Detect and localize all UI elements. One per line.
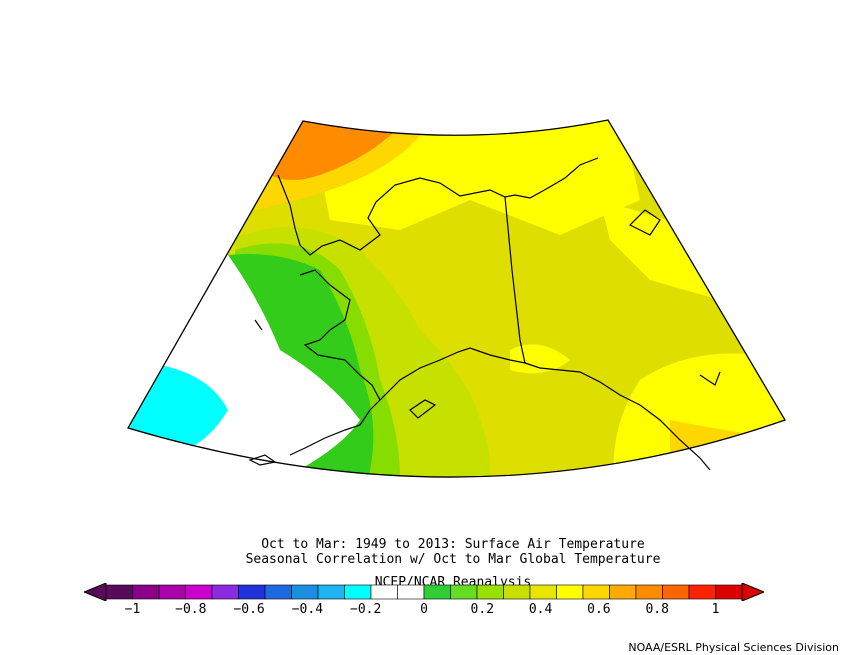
colorbar-swatch [423, 584, 451, 600]
colorbar-swatch [158, 584, 186, 600]
colorbar-swatch [185, 584, 213, 600]
colorbar-swatch [238, 584, 266, 600]
colorbar-tick-label: −0.4 [291, 602, 324, 617]
colorbar-tick-label: 1 [711, 602, 720, 617]
colorbar-swatch [450, 584, 478, 600]
colorbar-arrow-right [741, 583, 764, 601]
colorbar-arrow-left [84, 583, 107, 601]
colorbar-tick-label: 0.4 [528, 602, 553, 617]
island-1 [628, 209, 661, 236]
colorbar-swatch [211, 584, 239, 600]
island-4 [254, 319, 263, 331]
island-3 [409, 399, 437, 419]
colorbar-swatch [688, 584, 716, 600]
colorbar-swatch [291, 584, 319, 600]
colorbar-tick-label: 0.2 [470, 602, 495, 617]
field-yellow-patch [510, 344, 570, 374]
colorbar-swatch [582, 584, 610, 600]
field-gold-southeast [670, 420, 785, 478]
colorbar-swatch [476, 584, 504, 600]
colorbar-swatch [317, 584, 345, 600]
colorbar-swatch [609, 584, 637, 600]
coastlines [248, 157, 721, 471]
colorbar-swatch [715, 584, 743, 600]
north-coast [277, 157, 599, 256]
caption-title: Oct to Mar: 1949 to 2013: Surface Air Te… [261, 537, 645, 552]
colorbar-swatch [635, 584, 663, 600]
island-5 [699, 371, 721, 386]
colorbar-swatch [503, 584, 531, 600]
south-coast [379, 347, 711, 471]
colorbar-tick-label: −0.8 [175, 602, 207, 617]
west-coast [289, 269, 381, 456]
colorbar-swatch [662, 584, 690, 600]
colorbar-swatch [132, 584, 160, 600]
colorbar-tick-label: 0.8 [645, 602, 669, 617]
colorbar-tick-label: 0 [420, 602, 428, 617]
field-orange-north [270, 120, 420, 180]
map-border [127, 119, 786, 478]
colorbar-swatch [397, 584, 425, 600]
colorbar-swatch [370, 584, 398, 600]
colorbar-swatch [105, 584, 133, 600]
colorbar-swatch [529, 584, 557, 600]
colorbar-swatch [264, 584, 292, 600]
correlation-field [128, 120, 785, 478]
footer-credit: NOAA/ESRL Physical Sciences Division [628, 641, 839, 654]
colorbar [84, 583, 764, 601]
caption-subtitle: Seasonal Correlation w/ Oct to Mar Globa… [245, 552, 661, 567]
colorbar-tick-label: −1 [124, 602, 141, 617]
colorbar-swatch [344, 584, 372, 600]
political-border [504, 196, 526, 364]
colorbar-tick-label: −0.2 [350, 602, 382, 617]
island-2 [248, 454, 277, 466]
colorbar-tick-label: −0.6 [233, 602, 265, 617]
colorbar-swatch [556, 584, 584, 600]
colorbar-tick-label: 0.6 [587, 602, 611, 617]
